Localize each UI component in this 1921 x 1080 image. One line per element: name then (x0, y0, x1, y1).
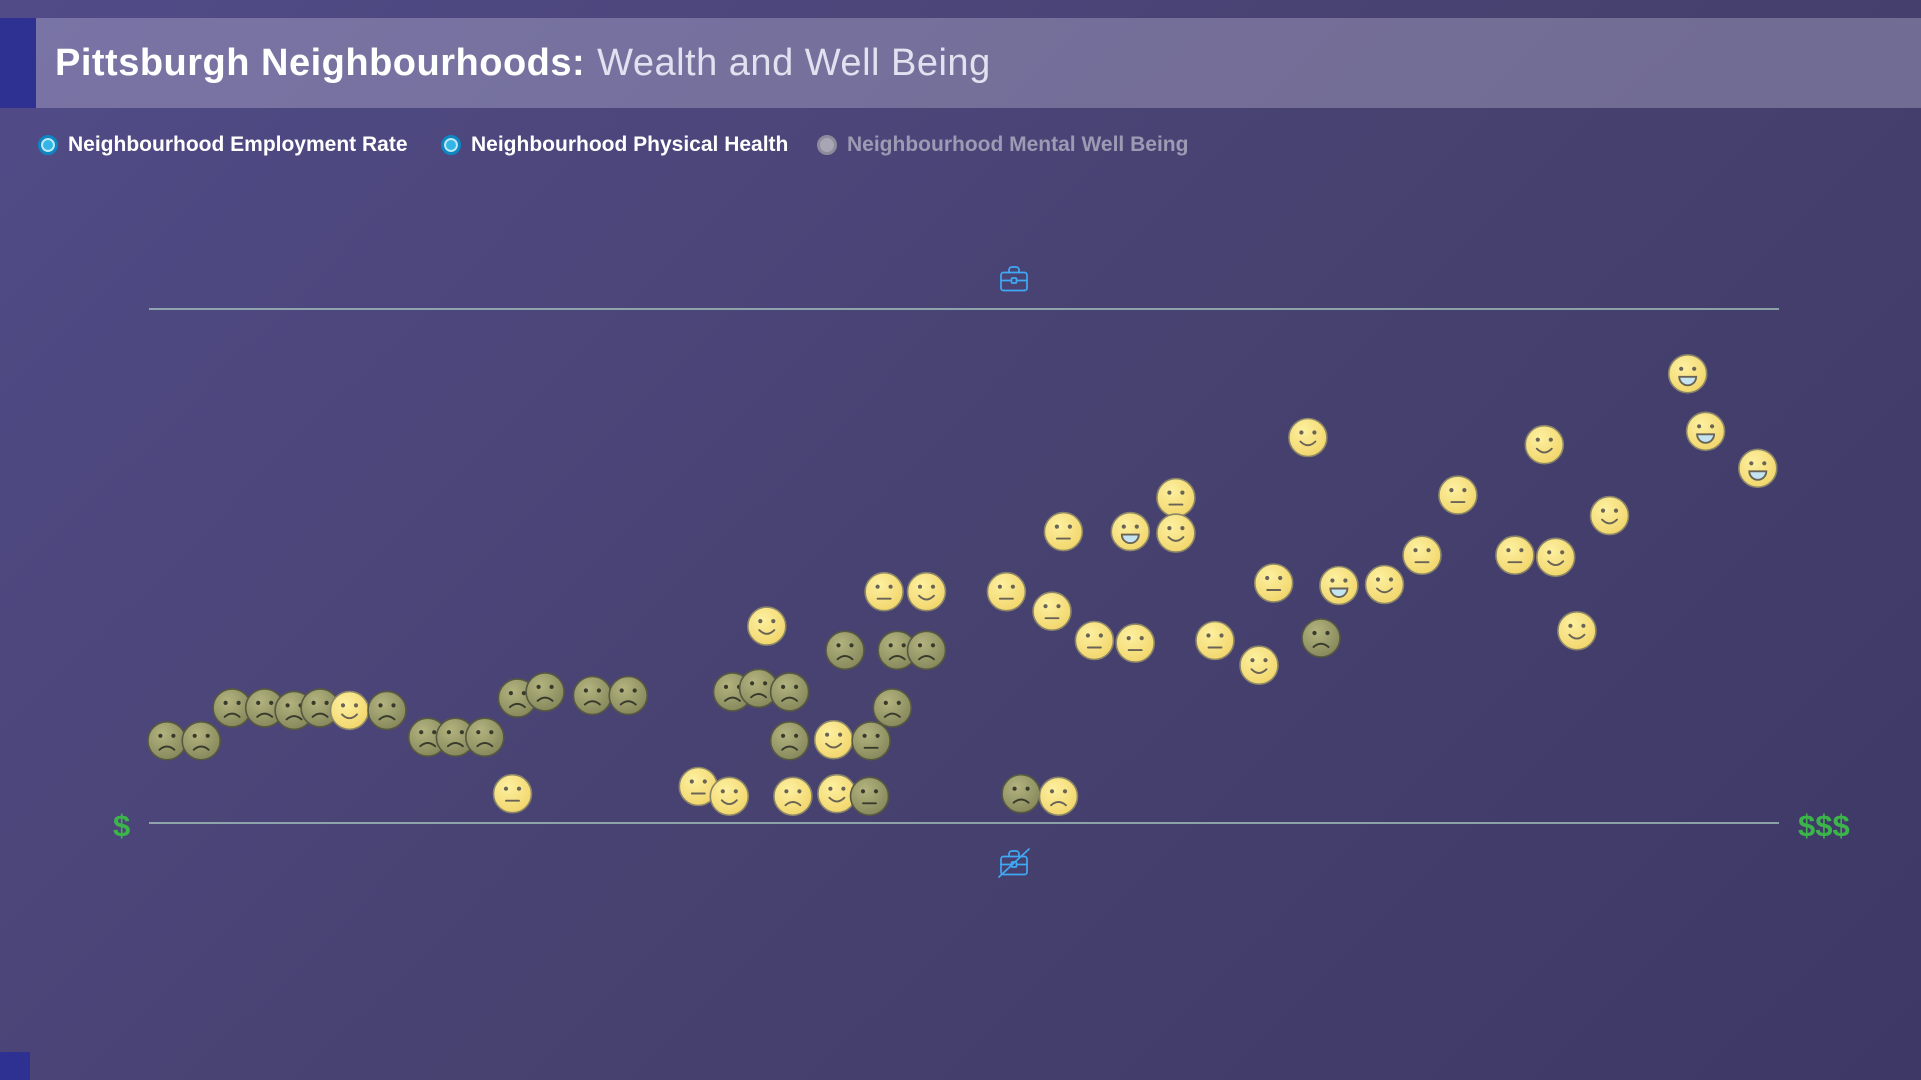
face-marker[interactable] (1239, 645, 1279, 686)
x-axis-label-low: $ (113, 808, 131, 843)
face-marker[interactable] (986, 571, 1027, 612)
face-marker[interactable] (1115, 623, 1155, 663)
face-marker[interactable] (300, 688, 340, 728)
legend-dot-mental-icon (817, 135, 837, 155)
legend-dot-employment-icon (38, 135, 58, 155)
face-marker[interactable] (1001, 773, 1041, 814)
face-marker[interactable] (464, 717, 505, 758)
legend-label-employment: Neighbourhood Employment Rate (68, 133, 408, 156)
face-marker[interactable] (1535, 537, 1576, 578)
face-marker[interactable] (1110, 511, 1151, 552)
face-marker[interactable] (1288, 417, 1328, 458)
face-marker[interactable] (773, 776, 813, 817)
face-marker[interactable] (1253, 563, 1294, 603)
face-marker[interactable] (572, 675, 613, 716)
face-marker[interactable] (825, 630, 865, 671)
face-marker[interactable] (1038, 776, 1079, 817)
face-marker[interactable] (849, 776, 890, 817)
face-marker[interactable] (1524, 424, 1565, 465)
corner-accent-square (0, 1052, 30, 1080)
face-marker[interactable] (769, 720, 810, 761)
face-marker[interactable] (1156, 477, 1196, 518)
face-marker[interactable] (872, 688, 913, 728)
face-marker[interactable] (212, 688, 252, 728)
top-axis-line (149, 308, 1779, 310)
face-marker[interactable] (1032, 591, 1072, 632)
face-marker[interactable] (1589, 495, 1630, 536)
face-marker[interactable] (746, 606, 787, 646)
face-marker[interactable] (1438, 475, 1478, 515)
face-marker[interactable] (864, 571, 904, 612)
face-marker[interactable] (851, 720, 891, 761)
legend-dot-physical-icon (441, 135, 461, 155)
briefcase-icon (1000, 266, 1028, 292)
x-axis-label-high: $$$ (1798, 808, 1850, 843)
face-marker[interactable] (813, 719, 854, 760)
face-marker[interactable] (1301, 618, 1341, 658)
face-marker[interactable] (329, 690, 370, 731)
face-marker[interactable] (1195, 620, 1235, 661)
legend-item-physical-health[interactable]: Neighbourhood Physical Health (441, 132, 788, 158)
face-marker[interactable] (1667, 353, 1708, 394)
header-band: Pittsburgh Neighbourhoods: Wealth and We… (0, 18, 1921, 108)
face-marker[interactable] (525, 672, 565, 712)
face-marker[interactable] (1685, 411, 1726, 452)
face-marker[interactable] (817, 773, 857, 814)
briefcase-crossed-icon (998, 848, 1030, 878)
face-marker[interactable] (608, 675, 649, 716)
bottom-axis-line (149, 822, 1779, 824)
face-marker[interactable] (1402, 535, 1442, 576)
face-marker[interactable] (709, 776, 750, 817)
face-marker[interactable] (1319, 565, 1359, 606)
face-marker[interactable] (1495, 535, 1535, 576)
face-marker[interactable] (769, 672, 810, 712)
legend-item-mental-wellbeing[interactable]: Neighbourhood Mental Well Being (817, 132, 1188, 158)
face-marker[interactable] (1074, 620, 1115, 661)
face-marker[interactable] (1364, 564, 1405, 605)
face-marker[interactable] (367, 690, 407, 731)
legend-label-physical: Neighbourhood Physical Health (471, 133, 789, 156)
face-marker[interactable] (1156, 513, 1196, 553)
face-marker[interactable] (435, 717, 476, 758)
title-main: Pittsburgh Neighbourhoods: (55, 41, 586, 84)
face-marker[interactable] (906, 630, 947, 671)
legend-item-employment-rate[interactable]: Neighbourhood Employment Rate (38, 132, 408, 158)
face-marker[interactable] (906, 571, 947, 612)
header-accent-square (0, 18, 36, 108)
face-marker[interactable] (738, 668, 779, 709)
face-marker[interactable] (1043, 511, 1084, 552)
face-marker[interactable] (492, 773, 533, 814)
face-marker[interactable] (1738, 448, 1778, 489)
title-subtitle: Wealth and Well Being (597, 41, 991, 84)
face-marker[interactable] (1557, 610, 1597, 651)
face-marker[interactable] (147, 720, 187, 761)
face-marker[interactable] (181, 720, 221, 761)
legend-label-mental: Neighbourhood Mental Well Being (847, 133, 1189, 156)
page-title: Pittsburgh Neighbourhoods: Wealth and We… (55, 18, 991, 108)
